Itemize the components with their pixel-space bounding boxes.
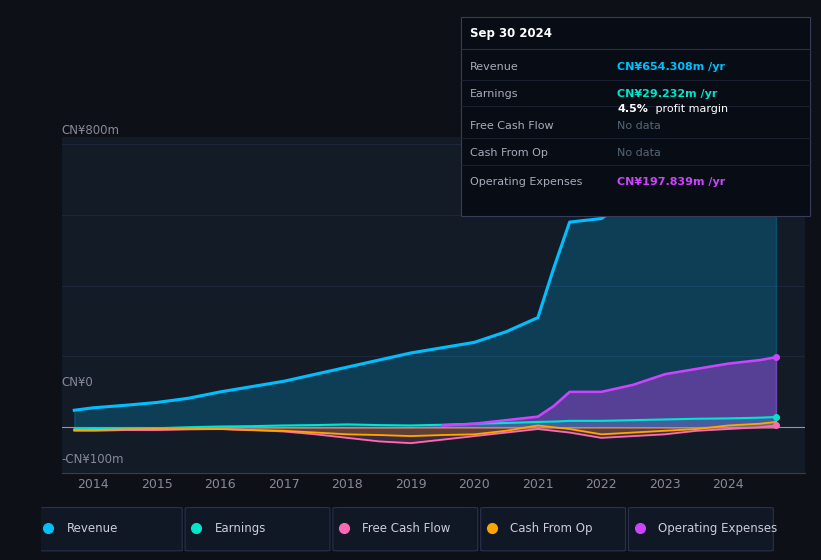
Text: Operating Expenses: Operating Expenses	[470, 177, 582, 187]
Text: -CN¥100m: -CN¥100m	[62, 453, 124, 466]
FancyBboxPatch shape	[333, 507, 478, 551]
Text: Free Cash Flow: Free Cash Flow	[470, 121, 553, 131]
Text: Free Cash Flow: Free Cash Flow	[363, 522, 451, 535]
Text: CN¥0: CN¥0	[62, 376, 94, 389]
Text: CN¥654.308m /yr: CN¥654.308m /yr	[617, 62, 726, 72]
Text: No data: No data	[617, 121, 661, 131]
Text: No data: No data	[617, 148, 661, 158]
Text: Earnings: Earnings	[470, 89, 518, 99]
Text: Earnings: Earnings	[215, 522, 266, 535]
Text: Revenue: Revenue	[470, 62, 518, 72]
Text: profit margin: profit margin	[652, 104, 728, 114]
Text: Revenue: Revenue	[67, 522, 118, 535]
FancyBboxPatch shape	[481, 507, 626, 551]
Text: Operating Expenses: Operating Expenses	[658, 522, 777, 535]
Text: 4.5%: 4.5%	[617, 104, 649, 114]
FancyBboxPatch shape	[38, 507, 182, 551]
Text: Cash From Op: Cash From Op	[470, 148, 548, 158]
Text: CN¥197.839m /yr: CN¥197.839m /yr	[617, 177, 726, 187]
Text: Sep 30 2024: Sep 30 2024	[470, 27, 552, 40]
FancyBboxPatch shape	[186, 507, 330, 551]
Text: CN¥29.232m /yr: CN¥29.232m /yr	[617, 89, 718, 99]
FancyBboxPatch shape	[629, 507, 773, 551]
Text: Cash From Op: Cash From Op	[511, 522, 593, 535]
Text: CN¥800m: CN¥800m	[62, 124, 120, 137]
